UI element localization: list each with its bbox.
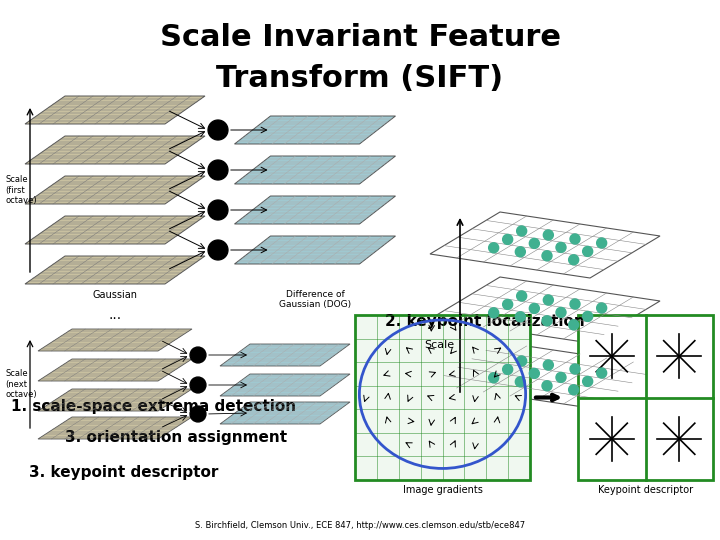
Circle shape: [597, 303, 607, 313]
Circle shape: [517, 291, 526, 301]
Text: ...: ...: [109, 308, 122, 322]
Polygon shape: [25, 96, 205, 124]
Text: Scale: Scale: [424, 340, 454, 350]
Polygon shape: [38, 417, 192, 439]
Circle shape: [544, 295, 554, 305]
Circle shape: [556, 307, 566, 318]
Circle shape: [516, 312, 526, 322]
Text: Scale
(first
octave): Scale (first octave): [5, 175, 37, 205]
Polygon shape: [235, 196, 395, 224]
Polygon shape: [25, 256, 205, 284]
Text: S. Birchfield, Clemson Univ., ECE 847, http://www.ces.clemson.edu/stb/ece847: S. Birchfield, Clemson Univ., ECE 847, h…: [195, 521, 525, 530]
Polygon shape: [25, 176, 205, 204]
Polygon shape: [430, 342, 660, 408]
Circle shape: [516, 247, 526, 257]
Circle shape: [190, 406, 206, 422]
Text: Image gradients: Image gradients: [402, 485, 482, 495]
Polygon shape: [38, 389, 192, 411]
Polygon shape: [235, 116, 395, 144]
Polygon shape: [38, 359, 192, 381]
Polygon shape: [430, 277, 660, 343]
Text: 3. orientation assignment: 3. orientation assignment: [65, 430, 287, 445]
Circle shape: [517, 356, 526, 366]
Circle shape: [489, 373, 499, 383]
Circle shape: [529, 368, 539, 379]
Bar: [578, 315, 713, 480]
Circle shape: [582, 246, 593, 256]
Polygon shape: [38, 329, 192, 351]
Circle shape: [503, 364, 513, 374]
Text: −: −: [212, 244, 223, 256]
Circle shape: [489, 243, 499, 253]
Text: Scale Invariant Feature: Scale Invariant Feature: [160, 23, 560, 52]
Text: −: −: [212, 164, 223, 177]
Circle shape: [517, 226, 526, 236]
Circle shape: [208, 120, 228, 140]
Text: −: −: [193, 409, 203, 419]
Text: −: −: [212, 204, 223, 217]
Circle shape: [570, 299, 580, 309]
Text: 1. scale-space extrema detection: 1. scale-space extrema detection: [11, 399, 296, 414]
Polygon shape: [220, 402, 350, 424]
Circle shape: [208, 160, 228, 180]
Circle shape: [516, 377, 526, 387]
Circle shape: [208, 200, 228, 220]
Circle shape: [208, 240, 228, 260]
Bar: [355, 315, 530, 480]
Circle shape: [544, 360, 554, 370]
Circle shape: [542, 381, 552, 391]
Circle shape: [582, 376, 593, 387]
Circle shape: [503, 234, 513, 245]
Circle shape: [544, 230, 554, 240]
Circle shape: [597, 368, 607, 378]
Text: −: −: [193, 350, 203, 360]
Polygon shape: [25, 136, 205, 164]
Circle shape: [190, 347, 206, 363]
Circle shape: [190, 377, 206, 393]
Text: −: −: [193, 380, 203, 390]
Text: Transform (SIFT): Transform (SIFT): [217, 64, 503, 93]
Circle shape: [542, 251, 552, 261]
Polygon shape: [25, 216, 205, 244]
Circle shape: [556, 242, 566, 252]
Text: 3. keypoint descriptor: 3. keypoint descriptor: [29, 465, 218, 480]
Text: Difference of
Gaussian (DOG): Difference of Gaussian (DOG): [279, 290, 351, 309]
Circle shape: [597, 238, 607, 248]
Polygon shape: [220, 344, 350, 366]
Text: −: −: [212, 124, 223, 137]
Polygon shape: [220, 374, 350, 396]
Circle shape: [569, 255, 579, 265]
Polygon shape: [430, 212, 660, 278]
Circle shape: [570, 364, 580, 374]
Circle shape: [529, 238, 539, 248]
Circle shape: [570, 234, 580, 244]
Polygon shape: [235, 156, 395, 184]
Circle shape: [556, 373, 566, 382]
Circle shape: [569, 320, 579, 330]
Text: Gaussian: Gaussian: [92, 290, 138, 300]
Circle shape: [582, 312, 593, 321]
Circle shape: [542, 316, 552, 326]
Text: 2. keypoint localization: 2. keypoint localization: [385, 314, 585, 329]
Circle shape: [503, 299, 513, 309]
Circle shape: [489, 308, 499, 318]
Circle shape: [529, 303, 539, 313]
Text: Keypoint descriptor: Keypoint descriptor: [598, 485, 693, 495]
Polygon shape: [235, 236, 395, 264]
Text: Scale
(next
octave): Scale (next octave): [5, 369, 37, 399]
Circle shape: [569, 385, 579, 395]
